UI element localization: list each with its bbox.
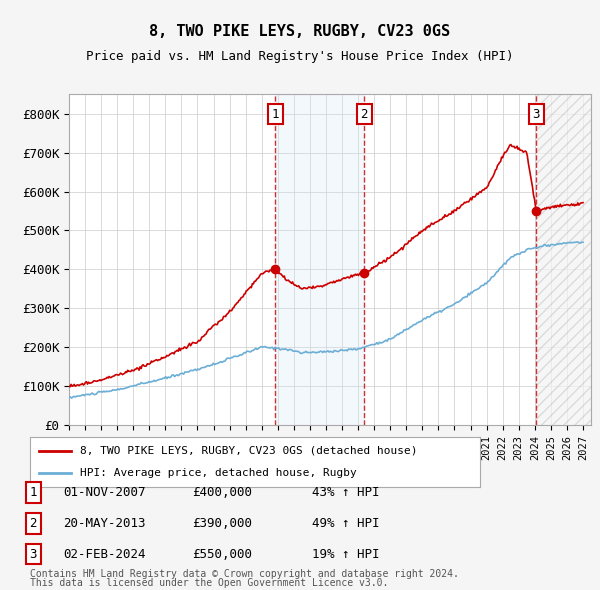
Text: HPI: Average price, detached house, Rugby: HPI: Average price, detached house, Rugb… [79,468,356,478]
Text: £390,000: £390,000 [192,517,252,530]
Text: 20-MAY-2013: 20-MAY-2013 [63,517,146,530]
Bar [536,94,591,425]
Text: 3: 3 [532,107,540,120]
Text: £550,000: £550,000 [192,548,252,560]
Text: 01-NOV-2007: 01-NOV-2007 [63,486,146,499]
Bar [536,94,591,425]
Text: Price paid vs. HM Land Registry's House Price Index (HPI): Price paid vs. HM Land Registry's House … [86,50,514,63]
Text: 8, TWO PIKE LEYS, RUGBY, CV23 0GS: 8, TWO PIKE LEYS, RUGBY, CV23 0GS [149,24,451,38]
Text: Contains HM Land Registry data © Crown copyright and database right 2024.: Contains HM Land Registry data © Crown c… [30,569,459,579]
Bar [275,94,364,425]
Bar [536,94,591,425]
Text: 2: 2 [361,107,368,120]
Text: 8, TWO PIKE LEYS, RUGBY, CV23 0GS (detached house): 8, TWO PIKE LEYS, RUGBY, CV23 0GS (detac… [79,445,417,455]
Text: 19% ↑ HPI: 19% ↑ HPI [312,548,380,560]
Text: 43% ↑ HPI: 43% ↑ HPI [312,486,380,499]
Text: This data is licensed under the Open Government Licence v3.0.: This data is licensed under the Open Gov… [30,578,388,588]
Text: £400,000: £400,000 [192,486,252,499]
Bar [536,94,591,425]
Text: 02-FEB-2024: 02-FEB-2024 [63,548,146,560]
Text: 49% ↑ HPI: 49% ↑ HPI [312,517,380,530]
Text: 3: 3 [29,548,37,560]
Text: 1: 1 [29,486,37,499]
Text: 2: 2 [29,517,37,530]
Text: 1: 1 [271,107,279,120]
